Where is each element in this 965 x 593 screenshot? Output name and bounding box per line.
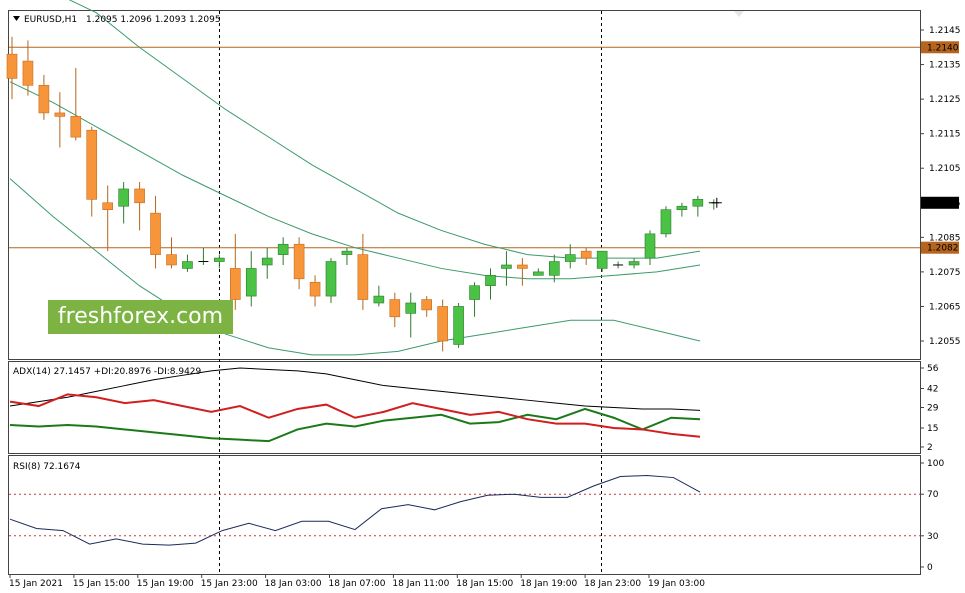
time-tick-label: 18 Jan 23:00 <box>584 579 641 589</box>
candle-bear <box>230 268 241 300</box>
low-line-badge: 1.2082 <box>927 244 959 254</box>
candle-bear <box>389 299 401 318</box>
price-tick-label: 1.2105 <box>929 164 961 174</box>
adx-panel-frame <box>8 361 921 454</box>
low-line-badge-bg <box>921 241 959 254</box>
candle-bull <box>245 268 257 297</box>
candle-bull <box>182 261 193 269</box>
time-tick-label: 15 Jan 19:00 <box>137 579 194 589</box>
candle-bear <box>357 254 369 300</box>
adx-label: ADX(14) 27.1457 +DI:20.8976 -DI:8.9429 <box>13 367 202 377</box>
rsi-tick-label: 70 <box>927 490 939 500</box>
candle-bear <box>437 306 448 342</box>
adx-tick-label: 56 <box>927 364 939 374</box>
chart-ohlc: 1.2095 1.2096 1.2093 1.2095 <box>86 15 221 25</box>
price-tick-label: 1.2115 <box>929 130 961 140</box>
candle-bear <box>102 202 113 210</box>
candle-bull <box>501 264 512 269</box>
candle-bull <box>533 271 544 276</box>
chart-symbol: EURUSD,H1 <box>24 15 77 25</box>
candle-bull <box>277 243 289 255</box>
candle-bull <box>692 199 704 207</box>
watermark-logo: freshforex.com <box>48 300 233 334</box>
candle-bull <box>548 261 560 276</box>
time-tick-label: 18 Jan 03:00 <box>265 579 322 589</box>
rsi-tick-label: 100 <box>927 459 944 469</box>
price-tick-label: 1.2125 <box>929 95 961 105</box>
adx-layer <box>9 367 701 443</box>
candle-bear <box>54 112 66 117</box>
candle-bull <box>596 250 608 269</box>
adx-tick-label: 2 <box>927 443 933 453</box>
adx-line-plus_di <box>9 407 701 443</box>
candle-bull <box>485 275 496 287</box>
price-tick-label: 1.2085 <box>929 233 961 243</box>
band-lower <box>9 178 701 356</box>
candle-bear <box>421 299 433 311</box>
candle-bear <box>6 53 18 79</box>
time-tick-label: 15 Jan 15:00 <box>73 579 130 589</box>
rsi-tick-label: 30 <box>927 532 939 542</box>
price-tick-label: 1.2055 <box>929 337 961 347</box>
axis-layer: 1.2145 1.2135 1.2125 1.2115 1.2105 1.2095 1.20… <box>9 26 961 589</box>
candle-bear <box>134 188 145 204</box>
candle-bear <box>38 84 50 114</box>
high-line-badge-bg <box>921 41 959 54</box>
time-tick-label: 18 Jan 11:00 <box>392 579 449 589</box>
candle-bull <box>676 205 688 210</box>
current-price-badge: 1.2095 <box>927 199 959 209</box>
candle-bull <box>325 261 337 297</box>
rsi-line <box>9 474 701 546</box>
candle-bull <box>628 261 640 266</box>
high-line-badge: 1.2140 <box>927 43 959 53</box>
candle-bull <box>644 233 656 259</box>
rsi-label: RSI(8) 72.1674 <box>13 462 81 472</box>
rsi-layer <box>9 474 920 546</box>
candle-bull <box>564 254 576 262</box>
band-middle <box>9 81 701 280</box>
candle-bull <box>373 295 385 304</box>
candle-bull <box>214 257 225 262</box>
time-tick-label: 18 Jan 15:00 <box>456 579 513 589</box>
candle-bear <box>580 250 592 259</box>
candle-bull <box>118 188 129 207</box>
candle-bull <box>469 285 480 300</box>
time-tick-label: 19 Jan 03:00 <box>648 579 705 589</box>
time-tick-label: 15 Jan 23:00 <box>201 579 258 589</box>
time-tick-label: 15 Jan 2021 <box>9 579 63 589</box>
candle-bull <box>341 250 353 255</box>
adx-line-minus_di <box>9 393 701 438</box>
adx-line-adx <box>9 367 701 411</box>
adx-tick-label: 15 <box>927 424 938 434</box>
rsi-tick-label: 0 <box>927 563 933 573</box>
price-layer <box>6 0 920 356</box>
one-click-trade-icon[interactable] <box>734 11 744 17</box>
current-price-badge-bg <box>921 196 959 209</box>
candle-bear <box>166 254 177 266</box>
price-tick-label: 1.2065 <box>929 302 961 312</box>
candle-bear <box>22 60 34 86</box>
candle-bull <box>405 302 417 314</box>
price-tick-label: 1.2135 <box>929 61 961 71</box>
price-tick-label: 1.2145 <box>929 26 961 36</box>
candle-bear <box>86 129 98 200</box>
triangle-down-icon[interactable] <box>13 16 20 21</box>
candle-bear <box>293 243 305 280</box>
adx-tick-label: 29 <box>927 404 939 414</box>
candle-bear <box>309 281 321 297</box>
candle-bull <box>660 209 672 235</box>
time-tick-label: 18 Jan 07:00 <box>329 579 386 589</box>
candle-bear <box>70 116 82 138</box>
price-tick-label: 1.2075 <box>929 268 961 278</box>
candle-bull <box>261 257 273 266</box>
time-tick-label: 18 Jan 19:00 <box>520 579 577 589</box>
candle-bear <box>150 212 161 255</box>
candle-bull <box>453 306 464 345</box>
adx-tick-label: 42 <box>927 384 938 394</box>
candle-bear <box>517 264 528 269</box>
rsi-panel-frame <box>8 455 921 575</box>
